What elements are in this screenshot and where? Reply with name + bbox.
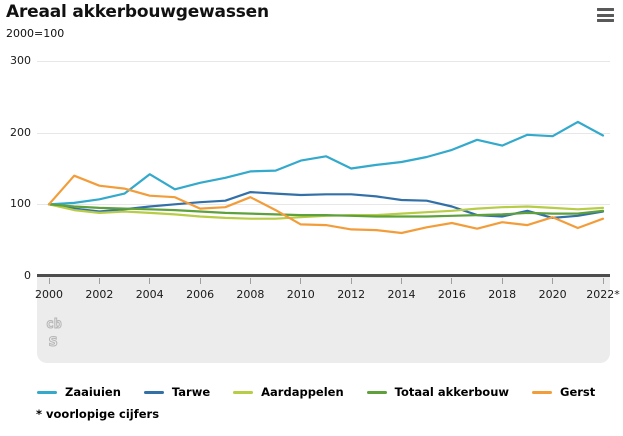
legend-item-aardappelen[interactable]: Aardappelen (233, 385, 344, 399)
footnote: * voorlopige cijfers (36, 407, 160, 421)
x-tick-2012 (350, 278, 352, 284)
x-tick-2022 (602, 278, 604, 284)
x-axis-label-2018: 2018 (488, 288, 517, 301)
x-axis-label-2014: 2014 (387, 288, 416, 301)
x-tick-2004 (149, 278, 151, 284)
series-line-gerst (47, 174, 605, 235)
y-axis-label-100: 100 (10, 197, 31, 211)
chart-menu-button[interactable] (594, 6, 618, 26)
x-tick-2000 (48, 278, 50, 284)
legend-label-aardappelen: Aardappelen (261, 385, 344, 399)
cbs-logo-text-bottom: s (48, 331, 58, 351)
x-axis-label-2004: 2004 (135, 288, 164, 301)
x-tick-2020 (552, 278, 554, 284)
x-axis-line (37, 274, 610, 277)
x-tick-2014 (401, 278, 402, 284)
legend-swatch-totaal-akkerbouw (366, 390, 387, 394)
cbs-logo: cb s (46, 317, 63, 352)
legend-label-gerst: Gerst (560, 385, 596, 399)
x-axis-label-2020: 2020 (538, 288, 567, 301)
x-axis-label-2008: 2008 (236, 288, 265, 301)
legend-item-tarwe[interactable]: Tarwe (143, 385, 211, 399)
hamburger-menu-icon (597, 8, 614, 22)
legend: Zaaiuien Tarwe Aardappelen Totaal akkerb… (37, 385, 595, 399)
menu-bar (597, 19, 614, 22)
x-axis-label-2012: 2012 (337, 288, 366, 301)
series-line-zaaiuien (47, 120, 605, 206)
gridline-200 (37, 132, 610, 134)
menu-bar (597, 13, 614, 17)
menu-bar (597, 8, 614, 11)
x-axis-label-2006: 2006 (186, 288, 215, 301)
x-axis-label-2022: 2022* (586, 288, 620, 301)
x-axis-label-2016: 2016 (437, 288, 466, 301)
x-tick-2016 (451, 278, 453, 284)
legend-swatch-aardappelen (233, 390, 254, 394)
gridline-300 (37, 61, 610, 62)
y-axis-label-0: 0 (24, 269, 31, 282)
legend-swatch-tarwe (143, 390, 164, 394)
x-tick-2008 (249, 278, 251, 284)
y-axis-label-300: 300 (10, 54, 31, 67)
legend-item-zaaiuien[interactable]: Zaaiuien (37, 385, 121, 399)
x-tick-2018 (501, 278, 503, 284)
chart-subtitle: 2000=100 (6, 27, 65, 40)
legend-label-tarwe: Tarwe (171, 385, 211, 399)
x-axis-label-2010: 2010 (286, 288, 315, 301)
legend-swatch-zaaiuien (37, 390, 57, 394)
x-tick-2002 (98, 278, 100, 284)
legend-label-zaaiuien: Zaaiuien (65, 385, 121, 399)
cbs-logo-text-top: cb (46, 317, 62, 332)
legend-label-totaal-akkerbouw: Totaal akkerbouw (394, 385, 510, 399)
legend-item-gerst[interactable]: Gerst (532, 385, 595, 399)
legend-item-totaal-akkerbouw[interactable]: Totaal akkerbouw (366, 385, 510, 399)
x-axis-label-2000: 2000 (35, 288, 63, 301)
x-tick-2010 (300, 278, 302, 284)
series-line-totaal-akkerbouw (47, 203, 605, 218)
page-title: Areaal akkerbouwgewassen (6, 2, 269, 22)
y-axis-label-200: 200 (10, 125, 31, 139)
x-axis-label-2002: 2002 (85, 288, 114, 301)
gridline-100 (37, 204, 610, 206)
x-tick-2006 (199, 278, 201, 284)
legend-swatch-gerst (532, 390, 553, 394)
x-axis-band (37, 277, 610, 363)
